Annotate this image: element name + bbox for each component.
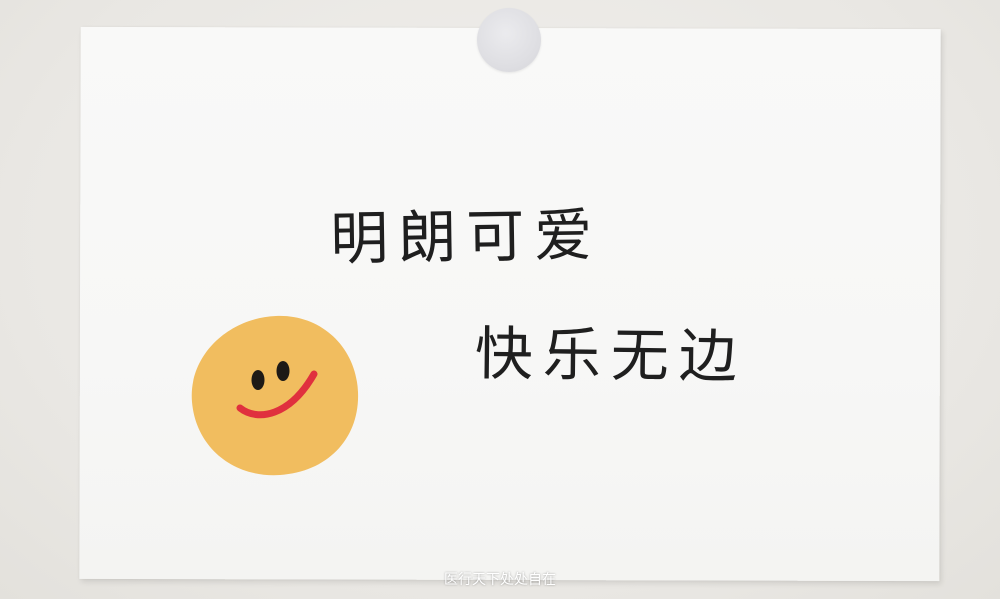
handwritten-line-1: 明朗可爱 bbox=[329, 200, 603, 273]
smiley-mouth bbox=[236, 370, 318, 419]
paper-card: 明朗可爱 快乐无边 bbox=[79, 26, 941, 582]
smiley-face-icon bbox=[191, 315, 359, 476]
smiley-left-eye bbox=[251, 370, 265, 390]
smiley-right-eye bbox=[276, 361, 290, 381]
smiley-face-disc bbox=[191, 315, 359, 476]
watermark-caption: 医行天下处处自在 bbox=[444, 572, 556, 588]
pin-sticker bbox=[477, 8, 541, 72]
handwritten-line-2: 快乐无边 bbox=[474, 319, 748, 391]
